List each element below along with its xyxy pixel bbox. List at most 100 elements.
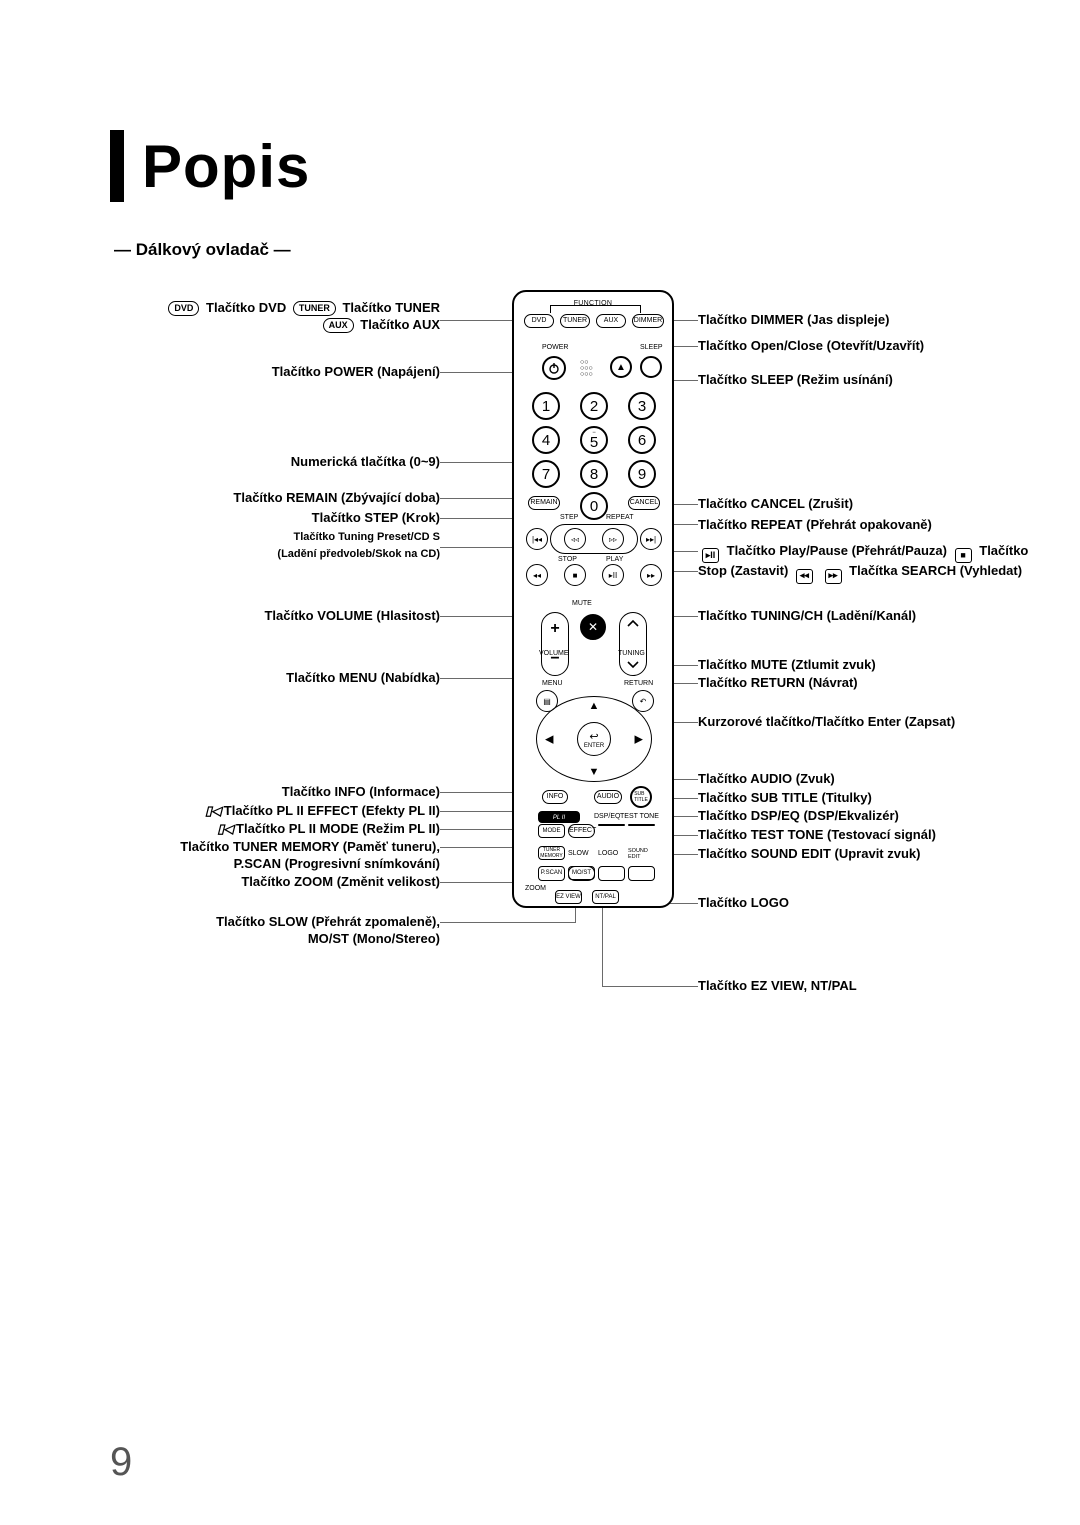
remote-num-7[interactable]: 7 [532, 460, 560, 488]
remote-soundedit-button[interactable] [628, 866, 655, 881]
remote-tt-small: TEST TONE [620, 813, 659, 820]
remote-play-pause-button[interactable]: ▸II [602, 564, 624, 586]
label-pl2effect-text: Tlačítko PL II EFFECT (Efekty PL II) [224, 803, 440, 818]
remote-sleep-button[interactable] [640, 356, 662, 378]
label-dvd-tuner: DVD Tlačítko DVD TUNER Tlačítko TUNER AU… [110, 300, 440, 334]
label-slow-b: MO/ST (Mono/Stereo) [308, 931, 440, 946]
chevron-down-icon [627, 661, 639, 669]
label-tuning: Tlačítko TUNING/CH (Ladění/Kanál) [698, 608, 1078, 625]
label-preset-a: Tlačítko Tuning Preset/CD S [294, 531, 441, 543]
remote-bottom-grid: TUNER MEMORY SLOW LOGO SOUND EDIT P.SCAN [538, 846, 655, 881]
arrow-right-icon: ▶ [635, 733, 643, 746]
arrow-up-icon: ▲ [589, 700, 600, 712]
remote-cancel-button[interactable]: CANCEL [628, 496, 660, 510]
aux-badge: AUX [323, 318, 354, 333]
label-dimmer: Tlačítko DIMMER (Jas displeje) [698, 312, 1078, 329]
remote-dots: ○○○○○○○○ [580, 360, 593, 378]
remote-stop-button[interactable]: ■ [564, 564, 586, 586]
leader-line [602, 907, 603, 986]
remote-logo-button[interactable] [598, 866, 625, 881]
remote-skip-fwd-button[interactable]: ▸▸| [640, 528, 662, 550]
remote-num-3[interactable]: 3 [628, 392, 656, 420]
label-audio: Tlačítko AUDIO (Zvuk) [698, 771, 1078, 788]
remote-mute-button[interactable]: ✕ [580, 614, 606, 640]
remote-most-button[interactable]: MO/ST [568, 866, 595, 880]
label-power: Tlačítko POWER (Napájení) [110, 364, 440, 381]
label-preset-b: (Ladění předvoleb/Skok na CD) [277, 548, 440, 560]
label-dspeq: Tlačítko DSP/EQ (DSP/Ekvalizér) [698, 808, 1078, 825]
label-search: Tlačítka SEARCH (Vyhledat) [849, 563, 1022, 578]
remote-num-5[interactable]: −5 [580, 426, 608, 454]
remote-num-0[interactable]: 0 [580, 492, 608, 520]
remote-dvd-button[interactable]: DVD [524, 314, 554, 328]
remote-num-4[interactable]: 4 [532, 426, 560, 454]
remote-repeat-button[interactable]: ▹▹ [602, 528, 624, 550]
remote-pscan-button[interactable]: P.SCAN [538, 866, 565, 881]
remote-power-button[interactable] [542, 356, 566, 380]
remote-remain-button[interactable]: REMAIN [528, 496, 560, 510]
stop-icon: ■ [955, 548, 972, 563]
label-ezview: Tlačítko EZ VIEW, NT/PAL [698, 978, 1078, 995]
label-cursor: Kurzorové tlačítko/Tlačítko Enter (Zapsa… [698, 714, 1078, 731]
remote-subtitle-button[interactable]: SUB TITLE [630, 786, 652, 808]
label-playstop: ▸II Tlačítko Play/Pause (Přehrát/Pauza) … [698, 543, 1078, 584]
remote-mode-button[interactable]: MODE [538, 824, 565, 838]
remote-ntpal-button[interactable]: NT/PAL [592, 890, 619, 904]
remote-testtone-button[interactable] [628, 824, 655, 826]
leader-line [575, 907, 576, 922]
remote-enter-button[interactable]: ↩ ENTER [577, 722, 611, 756]
label-preset: Tlačítko Tuning Preset/CD S (Ladění před… [110, 528, 440, 562]
remote-num-1[interactable]: 1 [532, 392, 560, 420]
remote-skip-back-button[interactable]: |◂◂ [526, 528, 548, 550]
label-info: Tlačítko INFO (Informace) [110, 784, 440, 801]
remote-zoom-label: ZOOM [525, 885, 546, 892]
remote-tuning-label: TUNING [618, 650, 645, 657]
function-bracket [550, 305, 551, 313]
arrow-down-icon: ▼ [589, 766, 600, 778]
label-slow-a: Tlačítko SLOW (Přehrát zpomaleně), [216, 914, 440, 929]
remote-num-8[interactable]: 8 [580, 460, 608, 488]
page-title: Popis [142, 132, 310, 201]
label-numeric: Numerická tlačítka (0~9) [110, 454, 440, 471]
remote-effect-button[interactable]: EFFECT [568, 824, 595, 838]
remote-rewind-button[interactable]: ◂◂ [526, 564, 548, 586]
remote-ezview-button[interactable]: EZ VIEW [555, 890, 582, 904]
remote-enter-label: ENTER [584, 743, 604, 749]
remote-volume-rocker[interactable]: +− [541, 612, 569, 676]
label-play-b: Tlačítko [979, 543, 1028, 558]
remote-info-button[interactable]: INFO [542, 790, 568, 804]
remote-num-9[interactable]: 9 [628, 460, 656, 488]
label-step: Tlačítko STEP (Krok) [110, 510, 440, 527]
remote-ez-row: EZ VIEW NT/PAL [555, 890, 619, 904]
remote-num-2[interactable]: 2 [580, 392, 608, 420]
remote-dpad[interactable]: ▲ ▼ ◀ ▶ ↩ ENTER [536, 696, 652, 782]
remote-audio-button[interactable]: AUDIO [594, 790, 622, 804]
label-subtitle: Tlačítko SUB TITLE (Titulky) [698, 790, 1078, 807]
label-remain: Tlačítko REMAIN (Zbývající doba) [110, 490, 440, 507]
remote-logo-small: LOGO [598, 850, 625, 857]
label-repeat: Tlačítko REPEAT (Přehrát opakovaně) [698, 517, 1078, 534]
tuner-badge: TUNER [293, 301, 336, 316]
remote-open-button[interactable]: ▲ [610, 356, 632, 378]
label-menu: Tlačítko MENU (Nabídka) [110, 670, 440, 687]
remote-tuner-button[interactable]: TUNER [560, 314, 590, 328]
remote-tuning-rocker[interactable] [619, 612, 647, 676]
remote-forward-button[interactable]: ▸▸ [640, 564, 662, 586]
function-bracket [640, 305, 641, 313]
label-return: Tlačítko RETURN (Návrat) [698, 675, 1078, 692]
leader-line [602, 986, 698, 987]
remote-num-6[interactable]: 6 [628, 426, 656, 454]
label-aux-text: Tlačítko AUX [360, 317, 440, 332]
remote-tunermem-button[interactable]: TUNER MEMORY [538, 846, 565, 860]
label-logo: Tlačítko LOGO [698, 895, 1078, 912]
label-stop: Stop (Zastavit) [698, 563, 788, 578]
remote-se-small: SOUND EDIT [628, 848, 655, 860]
remote-step-button[interactable]: ◃◃ [564, 528, 586, 550]
dvd-badge: DVD [168, 301, 199, 316]
page-title-block: Popis [110, 130, 990, 202]
remote-menu-label: MENU [542, 680, 563, 687]
remote-aux-button[interactable]: AUX [596, 314, 626, 328]
remote-dspeq-button[interactable] [598, 824, 625, 826]
remote-dimmer-button[interactable]: DIMMER [632, 314, 664, 328]
remote-stop-label: STOP [558, 556, 577, 563]
